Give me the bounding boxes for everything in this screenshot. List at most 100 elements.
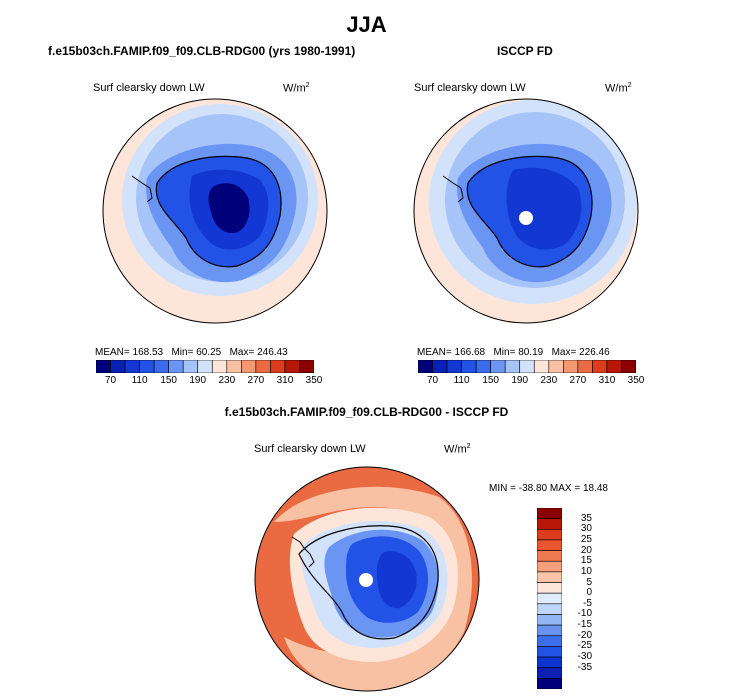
colorbar-tick-label: 230 (540, 375, 558, 386)
colorbar-tick-label: -20 (577, 629, 592, 641)
model-stats: MEAN= 168.53 Min= 60.25 Max= 246.43 (95, 347, 288, 358)
colorbar-swatch (226, 360, 242, 373)
colorbar-swatch (139, 360, 155, 373)
colorbar-swatch (255, 360, 271, 373)
colorbar-swatch (284, 360, 300, 373)
colorbar-swatch (537, 635, 562, 647)
colorbar-tick-label: 110 (131, 375, 148, 386)
colorbar-swatch (537, 518, 562, 530)
colorbar-tick-label: 0 (586, 587, 592, 599)
colorbar-swatch (533, 360, 550, 373)
colorbar-swatch (537, 571, 562, 583)
colorbar-tick-label: 270 (569, 375, 587, 386)
diff-unit-label: W/m2 (444, 443, 471, 456)
colorbar-swatch (577, 360, 593, 373)
colorbar-swatch (537, 656, 562, 669)
colorbar-swatch (537, 603, 562, 615)
colorbar-tick-label: 35 (580, 512, 592, 524)
colorbar-tick-label: 15 (580, 555, 592, 567)
peninsula-coastline (442, 175, 464, 203)
colorbar-swatch (537, 560, 562, 573)
obs-panel-title: ISCCP FD (497, 44, 553, 58)
low-value-core (208, 183, 250, 234)
obs-stats: MEAN= 166.68 Min= 80.19 Max= 226.46 (417, 347, 610, 358)
colorbar-tick-label: 270 (247, 375, 265, 386)
map-border (102, 98, 328, 324)
colorbar-swatch (168, 360, 184, 373)
obs-colorbar-labels: 70 110 150 190 230 270 310 350 (418, 375, 644, 389)
colorbar-swatch (563, 360, 579, 373)
low-difference-core (376, 551, 417, 609)
colorbar-swatch (490, 360, 506, 373)
plateau-zone (506, 167, 582, 250)
colorbar-tick-label: 310 (276, 375, 294, 386)
colorbar-swatch (606, 360, 622, 373)
colorbar-swatch (537, 528, 562, 541)
obs-colorbar (418, 360, 636, 373)
colorbar-swatch (537, 614, 562, 626)
colorbar-tick-label: 25 (580, 533, 592, 545)
colorbar-tick-label: -5 (583, 597, 592, 609)
colorbar-swatch (153, 360, 169, 373)
colorbar-tick-label: -10 (577, 608, 592, 620)
colorbar-swatch (537, 667, 562, 679)
model-panel-title: f.e15b03ch.FAMIP.f09_f09.CLB-RDG00 (yrs … (48, 44, 356, 58)
obs-polar-map (413, 98, 639, 324)
model-field-label: Surf clearsky down LW (93, 82, 205, 94)
peninsula-coastline (291, 536, 315, 568)
model-polar-map (102, 98, 328, 324)
diff-panel-title: f.e15b03ch.FAMIP.f09_f09.CLB-RDG00 - ISC… (224, 405, 509, 419)
colorbar-swatch (537, 582, 562, 594)
colorbar-tick-label: 190 (189, 375, 207, 386)
colorbar-swatch (211, 360, 228, 373)
colorbar-tick-label: 70 (426, 375, 439, 386)
colorbar-swatch (241, 360, 257, 373)
colorbar-tick-label: 150 (160, 375, 177, 386)
colorbar-tick-label: 350 (627, 375, 645, 386)
colorbar-swatch (270, 360, 286, 373)
colorbar-tick-label: 150 (482, 375, 499, 386)
colorbar-tick-label: 230 (218, 375, 236, 386)
model-colorbar-labels: 70 110 150 190 230 270 310 350 (96, 375, 322, 389)
colorbar-tick-label: 70 (104, 375, 117, 386)
map-border (413, 98, 639, 324)
colorbar-tick-label: 350 (305, 375, 323, 386)
pole-missing-data (359, 573, 373, 587)
colorbar-swatch (537, 678, 562, 689)
colorbar-swatch (621, 360, 636, 373)
season-title: JJA (346, 12, 387, 37)
colorbar-swatch (537, 624, 562, 637)
colorbar-swatch (537, 592, 562, 605)
model-colorbar (96, 360, 314, 373)
colorbar-swatch (548, 360, 564, 373)
colorbar-swatch (418, 360, 433, 373)
colorbar-swatch (504, 360, 521, 373)
map-border (254, 466, 480, 692)
colorbar-tick-label: 310 (598, 375, 616, 386)
diff-colorbar (537, 508, 562, 689)
colorbar-swatch (197, 360, 213, 373)
colorbar-swatch (110, 360, 126, 373)
coastline (298, 525, 439, 640)
colorbar-swatch (446, 360, 462, 373)
colorbar-swatch (182, 360, 199, 373)
diff-field-label: Surf clearsky down LW (254, 443, 366, 455)
diff-stats: MIN = -38.80 MAX = 18.48 (489, 483, 608, 494)
colorbar-swatch (537, 550, 562, 562)
colorbar-swatch (475, 360, 491, 373)
colorbar-tick-label: -30 (577, 651, 592, 663)
colorbar-tick-label: 10 (580, 565, 592, 577)
coastline (155, 155, 282, 268)
colorbar-tick-label: 5 (586, 576, 592, 588)
pole-missing-data (519, 211, 533, 225)
colorbar-swatch (432, 360, 448, 373)
colorbar-tick-label: -25 (577, 640, 592, 652)
colorbar-tick-label: 30 (580, 523, 592, 535)
colorbar-tick-label: 20 (580, 544, 592, 556)
peninsula-coastline (131, 175, 153, 203)
obs-field-label: Surf clearsky down LW (414, 82, 526, 94)
colorbar-swatch (537, 646, 562, 658)
colorbar-tick-label: 110 (453, 375, 470, 386)
colorbar-swatch (537, 539, 562, 551)
colorbar-swatch (537, 508, 562, 519)
